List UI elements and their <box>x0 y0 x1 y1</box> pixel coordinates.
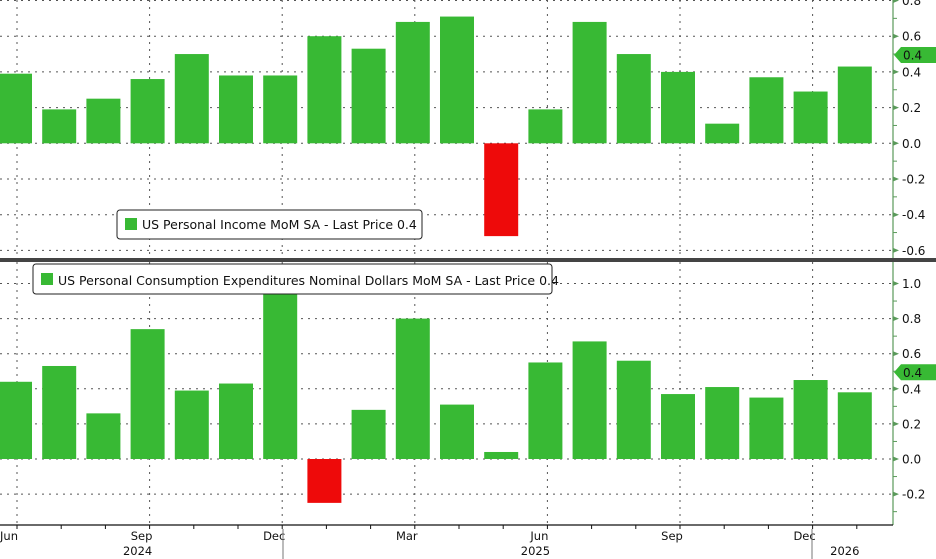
bar-apr-2025 <box>440 16 474 144</box>
bar-aug-2024 <box>86 413 121 459</box>
income-legend: US Personal Income MoM SA - Last Price 0… <box>116 209 423 240</box>
y-tick-label: 0.4 <box>902 382 921 396</box>
bar-aug-2025 <box>616 54 651 144</box>
bar-dec-2024 <box>263 75 298 144</box>
y-tick-label: -0.2 <box>902 173 925 187</box>
bar-oct-2025 <box>705 387 740 459</box>
bar-jul-2025 <box>572 21 607 144</box>
bar-jan-2025 <box>307 459 342 503</box>
y-tick-label: 0.6 <box>902 30 921 44</box>
income-legend-swatch <box>125 218 137 230</box>
y-tick-label: 0.2 <box>902 417 921 431</box>
y-tick-mark <box>893 69 899 75</box>
bar-dec-2024 <box>263 265 298 459</box>
bar-oct-2024 <box>174 390 209 459</box>
bar-sep-2024 <box>130 329 165 459</box>
last-price-label: 0.4 <box>903 366 922 380</box>
y-tick-mark <box>893 0 899 3</box>
y-tick-label: -0.2 <box>902 488 925 502</box>
y-tick-label: 0.8 <box>902 0 921 8</box>
x-month-label: Dec <box>263 529 285 543</box>
bar-dec-2025 <box>793 91 828 144</box>
x-month-label: Dec <box>793 529 815 543</box>
x-year-label: 2025 <box>521 544 550 558</box>
last-price-label: 0.4 <box>903 49 922 63</box>
y-tick-mark <box>893 316 899 322</box>
bar-nov-2025 <box>749 77 784 144</box>
y-tick-label: 0.4 <box>902 65 921 79</box>
bar-jul-2024 <box>42 365 77 459</box>
bar-feb-2025 <box>351 409 386 459</box>
y-tick-mark <box>893 105 899 111</box>
x-year-label: 2024 <box>123 544 152 558</box>
x-month-label: Jun <box>0 529 18 543</box>
bar-dec-2025 <box>793 380 828 459</box>
bar-jun-2025 <box>528 109 563 144</box>
bar-oct-2024 <box>174 54 209 144</box>
bar-mar-2025 <box>395 318 430 459</box>
y-tick-mark <box>893 421 899 427</box>
income-panel: 0.8 0.6 0.4 0.2 0.0 -0.2 -0.4 -0.6 0.4 <box>0 0 936 258</box>
y-tick-label: 0.6 <box>902 347 921 361</box>
bar-jun-2024 <box>0 73 32 144</box>
y-tick-mark <box>893 140 899 146</box>
y-tick-label: 0.0 <box>902 137 921 151</box>
panel-divider <box>0 258 936 262</box>
y-tick-label: 0.8 <box>902 312 921 326</box>
y-tick-mark <box>893 456 899 462</box>
bar-feb-2025 <box>351 48 386 144</box>
bar-aug-2025 <box>616 360 651 459</box>
bar-apr-2025 <box>440 404 474 459</box>
bar-series <box>0 16 872 237</box>
pce-legend-label: US Personal Consumption Expenditures Nom… <box>58 273 559 288</box>
y-tick-mark <box>893 176 899 182</box>
bar-jul-2025 <box>572 341 607 459</box>
y-tick-label: 0.0 <box>902 453 921 467</box>
bar-oct-2025 <box>705 123 740 144</box>
bar-jan-2025 <box>307 36 342 144</box>
pce-legend: US Personal Consumption Expenditures Nom… <box>32 263 559 295</box>
x-month-label: Jun <box>529 529 548 543</box>
bar-jan-2026 <box>837 392 872 459</box>
bar-jun-2024 <box>0 381 32 459</box>
x-month-label: Sep <box>661 529 683 543</box>
x-year-label: 2026 <box>830 544 859 558</box>
bar-jun-2025 <box>528 362 563 459</box>
y-tick-mark <box>893 281 899 286</box>
bar-aug-2024 <box>86 98 121 144</box>
y-tick-mark <box>893 212 899 218</box>
y-tick-mark <box>893 351 899 357</box>
bar-nov-2025 <box>749 397 784 459</box>
y-tick-label: -0.6 <box>902 244 925 258</box>
bar-sep-2024 <box>130 79 165 144</box>
bar-nov-2024 <box>219 75 253 144</box>
income-legend-label: US Personal Income MoM SA - Last Price 0… <box>142 217 417 232</box>
bar-jan-2026 <box>837 66 872 144</box>
bar-sep-2025 <box>661 394 695 459</box>
x-axis: Jun Sep Dec Mar Jun Sep Dec 2024 2025 2026 <box>0 524 893 559</box>
bar-nov-2024 <box>219 383 253 459</box>
y-tick-label: -0.4 <box>902 208 925 222</box>
x-month-label: Mar <box>396 529 418 543</box>
y-tick-label: 0.2 <box>902 101 921 115</box>
last-price-badge <box>894 47 936 64</box>
y-tick-mark <box>893 247 899 253</box>
bar-jul-2024 <box>42 109 77 144</box>
y-tick-label: 1.0 <box>902 277 921 291</box>
bar-may-2025 <box>484 451 519 459</box>
y-tick-mark <box>893 386 899 392</box>
bar-mar-2025 <box>395 21 430 144</box>
y-tick-mark <box>893 33 899 39</box>
bar-series <box>0 265 872 503</box>
last-price-badge <box>894 364 936 381</box>
bar-sep-2025 <box>661 71 695 144</box>
pce-legend-swatch <box>41 273 53 285</box>
pce-panel: 1.0 0.8 0.6 0.4 0.2 0.0 -0.2 0.4 <box>0 262 936 525</box>
x-month-label: Sep <box>131 529 153 543</box>
y-tick-mark <box>893 491 899 497</box>
bar-may-2025 <box>484 143 519 237</box>
